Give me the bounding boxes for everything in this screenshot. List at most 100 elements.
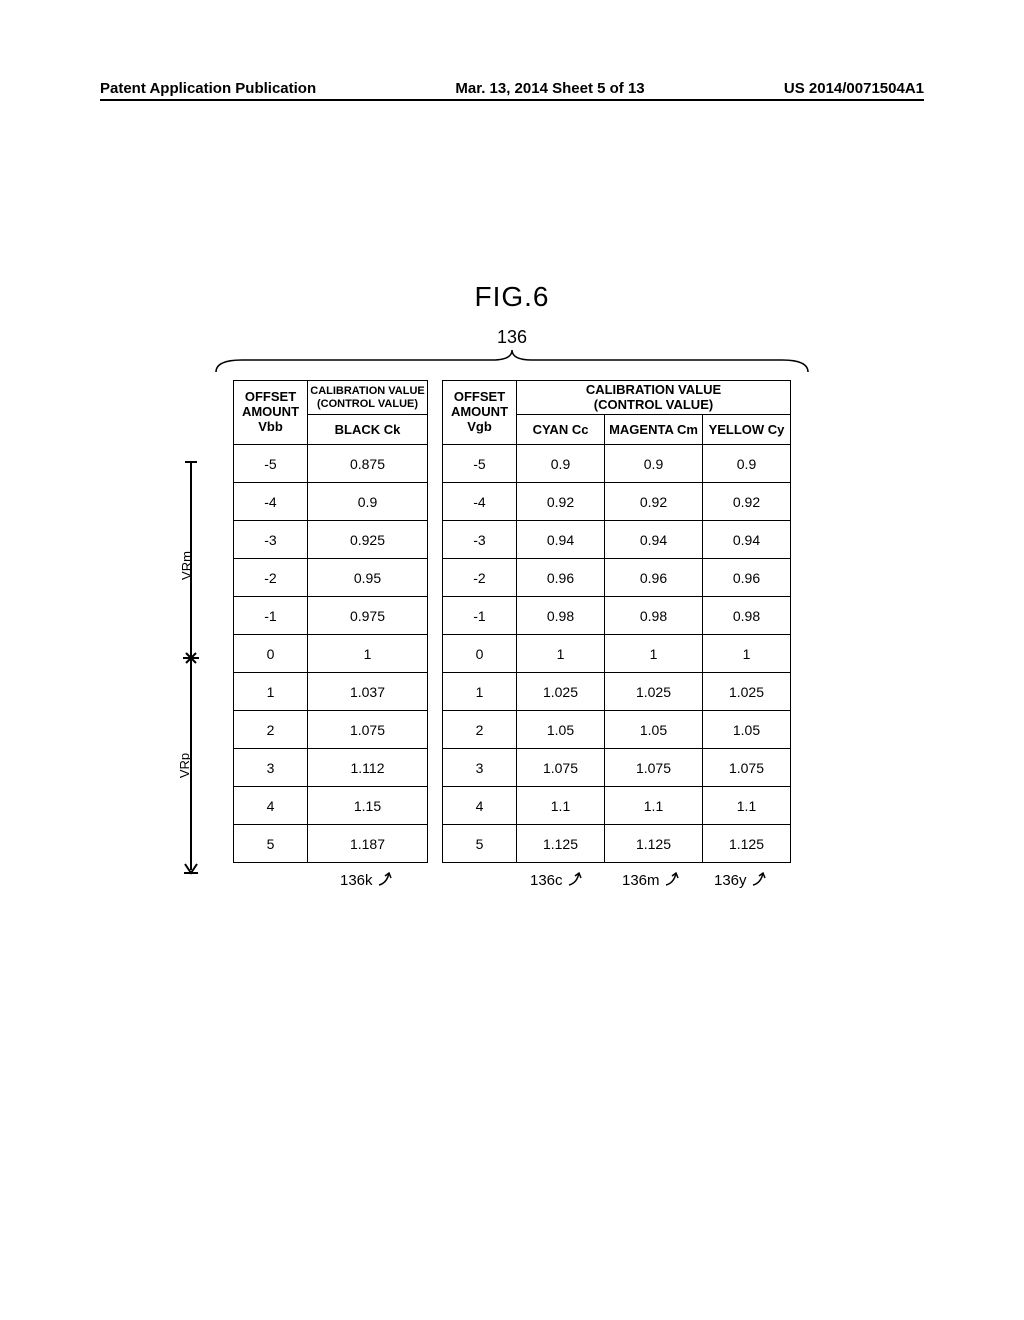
table-row: -40.920.920.92 [443, 483, 791, 521]
header-magenta: MAGENTA Cm [605, 415, 703, 445]
cell-value-yellow: 0.96 [703, 559, 791, 597]
curved-arrow-icon [567, 871, 583, 887]
cell-value-cyan: 1.05 [517, 711, 605, 749]
page-header: Patent Application Publication Mar. 13, … [100, 80, 924, 101]
bottom-refs: 136k 136c 136m 136y [212, 871, 812, 901]
cell-value-yellow: 1.025 [703, 673, 791, 711]
cell-offset: 2 [443, 711, 517, 749]
figure-label: FIG.6 [100, 281, 924, 313]
table-row: 41.11.11.1 [443, 787, 791, 825]
table-row: 21.051.051.05 [443, 711, 791, 749]
header-offset-left: OFFSET AMOUNT Vbb [234, 381, 308, 445]
header-black: BLACK Ck [308, 415, 428, 445]
cell-value-yellow: 1.05 [703, 711, 791, 749]
top-reference-number: 136 [100, 327, 924, 348]
cell-value-black: 1.15 [308, 787, 428, 825]
table-row: 0111 [443, 635, 791, 673]
table-row: -30.940.940.94 [443, 521, 791, 559]
cell-value-magenta: 0.94 [605, 521, 703, 559]
cell-offset: -2 [234, 559, 308, 597]
table-row: -10.980.980.98 [443, 597, 791, 635]
cell-offset: 1 [234, 673, 308, 711]
cell-value-cyan: 0.92 [517, 483, 605, 521]
cell-value-cyan: 0.96 [517, 559, 605, 597]
cell-offset: 0 [443, 635, 517, 673]
hdr-text: OFFSET [454, 389, 505, 404]
table-row: -30.925 [234, 521, 428, 559]
hdr-text: (CONTROL VALUE) [317, 398, 418, 410]
cell-value-black: 0.975 [308, 597, 428, 635]
cell-offset: -3 [443, 521, 517, 559]
cell-value-magenta: 0.9 [605, 445, 703, 483]
cell-offset: -5 [234, 445, 308, 483]
hdr-text: AMOUNT [451, 404, 508, 419]
cell-offset: 5 [443, 825, 517, 863]
cell-value-yellow: 0.98 [703, 597, 791, 635]
curved-arrow-icon [664, 871, 680, 887]
cell-value-magenta: 1.05 [605, 711, 703, 749]
cell-offset: -4 [234, 483, 308, 521]
cell-offset: 2 [234, 711, 308, 749]
ref-136c: 136c [530, 871, 583, 889]
cell-value-cyan: 1.125 [517, 825, 605, 863]
side-label-vrm: VRm [179, 551, 194, 580]
cell-value-magenta: 1 [605, 635, 703, 673]
hdr-text: CALIBRATION VALUE [310, 385, 424, 397]
hdr-text: CALIBRATION VALUE [586, 382, 721, 397]
cell-offset: 0 [234, 635, 308, 673]
cell-value-black: 1.075 [308, 711, 428, 749]
cell-value-yellow: 0.9 [703, 445, 791, 483]
ref-136y: 136y [714, 871, 767, 889]
cell-value-cyan: 0.9 [517, 445, 605, 483]
cell-offset: -2 [443, 559, 517, 597]
cell-value-black: 1.037 [308, 673, 428, 711]
cell-value-magenta: 1.025 [605, 673, 703, 711]
patent-page: Patent Application Publication Mar. 13, … [0, 0, 1024, 1320]
table-header-row: OFFSET AMOUNT Vgb CALIBRATION VALUE (CON… [443, 381, 791, 415]
table-row: -10.975 [234, 597, 428, 635]
table-row: 41.15 [234, 787, 428, 825]
cell-value-black: 1.112 [308, 749, 428, 787]
cell-offset: 4 [443, 787, 517, 825]
header-right: US 2014/0071504A1 [784, 80, 924, 97]
table-cmy: OFFSET AMOUNT Vgb CALIBRATION VALUE (CON… [442, 380, 791, 863]
cell-offset: -1 [443, 597, 517, 635]
table-row: 31.0751.0751.075 [443, 749, 791, 787]
table-row: 51.1251.1251.125 [443, 825, 791, 863]
ref-136m: 136m [622, 871, 680, 889]
table-row: 21.075 [234, 711, 428, 749]
cell-value-yellow: 0.94 [703, 521, 791, 559]
hdr-text: OFFSET [245, 389, 296, 404]
cell-value-cyan: 1 [517, 635, 605, 673]
table-row: 11.0251.0251.025 [443, 673, 791, 711]
header-offset-right: OFFSET AMOUNT Vgb [443, 381, 517, 445]
cell-value-cyan: 1.1 [517, 787, 605, 825]
cell-value-magenta: 0.98 [605, 597, 703, 635]
cell-value-cyan: 1.075 [517, 749, 605, 787]
table-black: OFFSET AMOUNT Vbb CALIBRATION VALUE (CON… [233, 380, 428, 863]
cell-value-yellow: 0.92 [703, 483, 791, 521]
ref-text: 136m [622, 872, 660, 889]
tbody-left: -50.875-40.9-30.925-20.95-10.9750111.037… [234, 445, 428, 863]
cell-offset: 3 [443, 749, 517, 787]
cell-offset: -1 [234, 597, 308, 635]
ref-text: 136k [340, 872, 373, 889]
curved-arrow-icon [751, 871, 767, 887]
cell-value-black: 1 [308, 635, 428, 673]
table-row: -20.960.960.96 [443, 559, 791, 597]
cell-offset: 3 [234, 749, 308, 787]
cell-offset: -5 [443, 445, 517, 483]
cell-value-magenta: 0.96 [605, 559, 703, 597]
header-calib-left: CALIBRATION VALUE (CONTROL VALUE) [308, 381, 428, 415]
cell-offset: -4 [443, 483, 517, 521]
hdr-text: Vgb [467, 419, 492, 434]
cell-value-black: 0.9 [308, 483, 428, 521]
table-header-row: OFFSET AMOUNT Vbb CALIBRATION VALUE (CON… [234, 381, 428, 415]
range-arrow-icon [176, 458, 206, 878]
table-row: -20.95 [234, 559, 428, 597]
cell-value-cyan: 1.025 [517, 673, 605, 711]
cell-value-magenta: 1.075 [605, 749, 703, 787]
table-row: -50.90.90.9 [443, 445, 791, 483]
table-row: 31.112 [234, 749, 428, 787]
cell-value-cyan: 0.98 [517, 597, 605, 635]
